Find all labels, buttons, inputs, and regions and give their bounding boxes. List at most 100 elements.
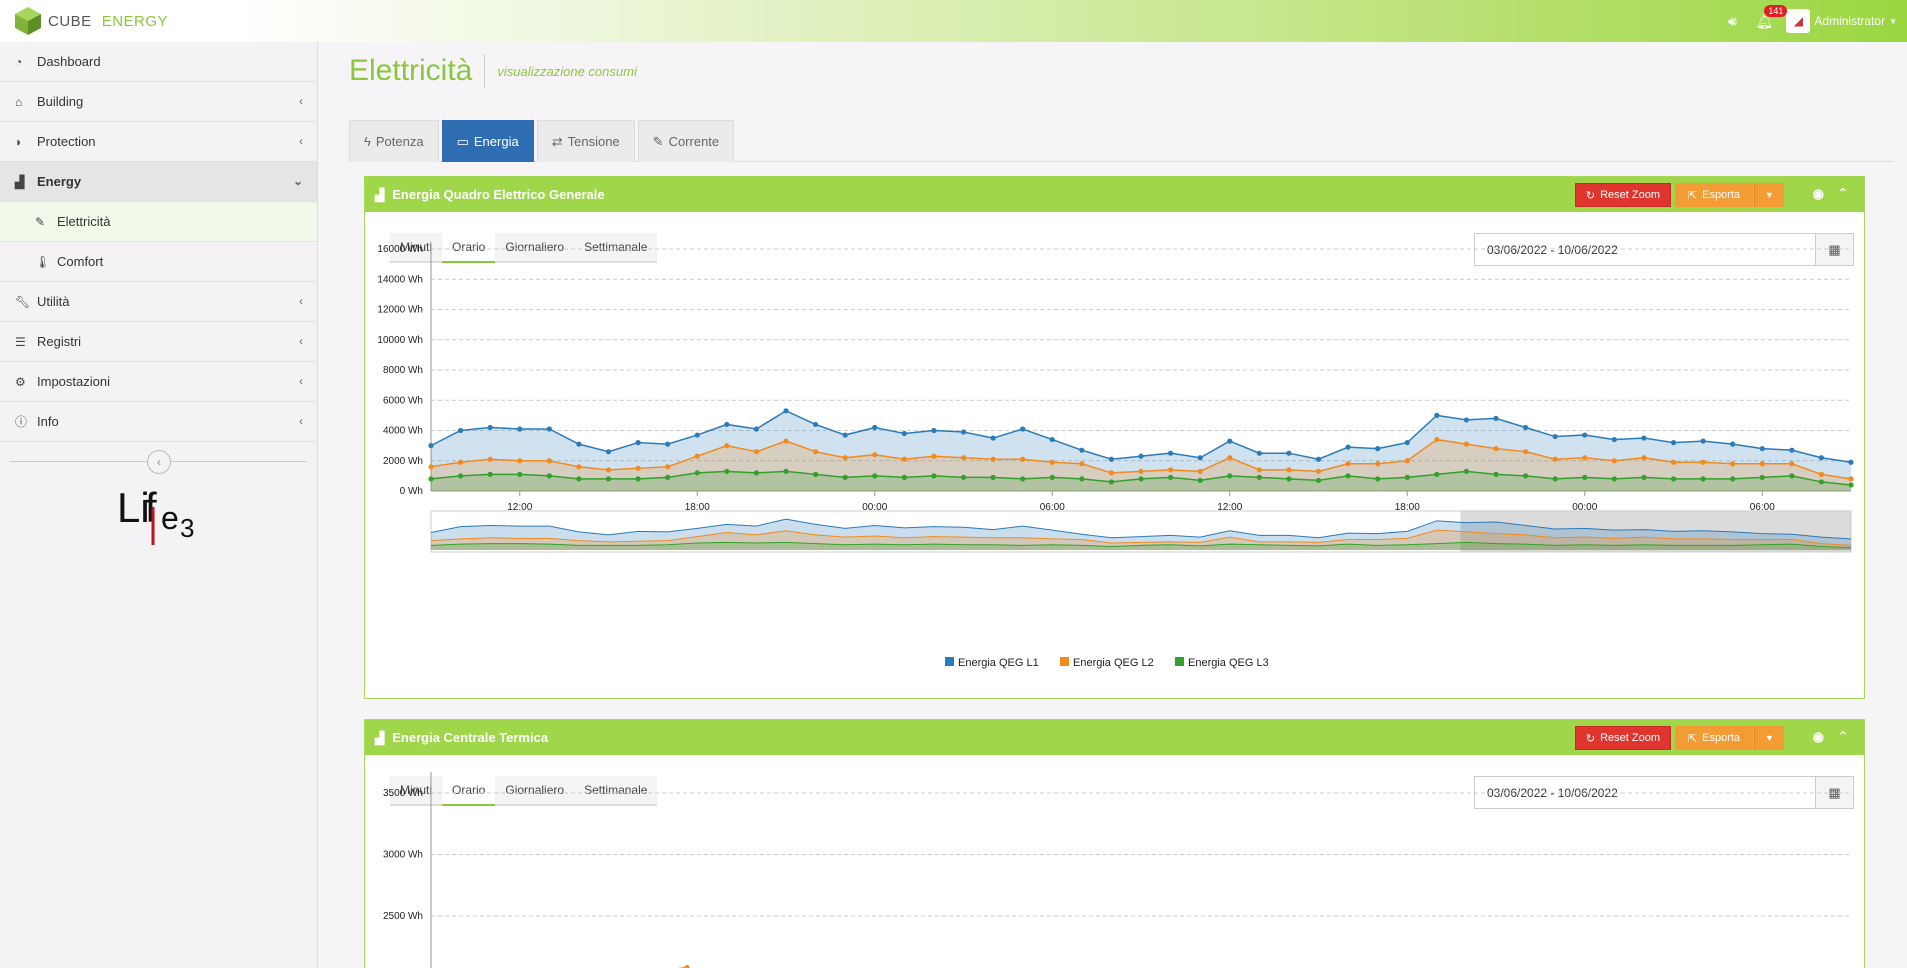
data-point: [1020, 476, 1026, 482]
chevron-left-icon: ‹: [299, 414, 303, 428]
data-point: [1108, 470, 1115, 476]
bar-chart-icon: ▟: [375, 187, 385, 202]
data-point: [1522, 424, 1529, 431]
sidebar-item-elettricita[interactable]: ✎ Elettricità: [0, 202, 317, 242]
data-point: [1522, 449, 1529, 455]
sidebar-item-label: Protection: [37, 134, 96, 149]
sidebar-item-registri[interactable]: ☰ Registri ‹: [0, 322, 317, 362]
sidebar-item-dashboard[interactable]: ◔ Dashboard: [0, 42, 317, 82]
eye-icon[interactable]: ◉: [1812, 186, 1824, 201]
data-point: [1079, 476, 1085, 482]
period-minuti[interactable]: Minuti: [400, 240, 433, 254]
data-point: [753, 426, 760, 432]
data-point: [517, 458, 523, 464]
data-point: [1582, 432, 1588, 438]
y-tick-label: 10000 Wh: [377, 335, 423, 346]
sidebar-item-utilita[interactable]: 🔧︎ Utilità ‹: [0, 282, 317, 322]
bolt-icon: ϟ: [364, 134, 371, 149]
data-point: [1108, 479, 1115, 485]
navigator-line-1: [430, 518, 1852, 540]
sidebar-item-impostazioni[interactable]: ⚙ Impostazioni ‹: [0, 362, 317, 402]
sidebar-item-building[interactable]: ⌂ Building ‹: [0, 82, 317, 122]
page-subtitle: visualizzazione consumi: [497, 63, 637, 79]
period-orario[interactable]: Orario: [442, 233, 496, 263]
x-tick-label: 00:00: [862, 502, 887, 513]
x-tick-label: 18:00: [685, 502, 710, 513]
sidebar-item-info[interactable]: ⓘ Info ‹: [0, 402, 317, 442]
data-point: [1434, 412, 1440, 418]
chevron-left-icon: ‹: [299, 294, 303, 308]
data-point: [960, 474, 967, 480]
panel-header: ▟ Energia Centrale Termica ↻ Reset Zoom …: [365, 720, 1864, 755]
export-dropdown-button[interactable]: ▼: [1754, 183, 1784, 207]
eye-icon[interactable]: ◉: [1812, 729, 1824, 744]
logo-text-f: f: [145, 487, 157, 531]
data-point: [1375, 446, 1381, 452]
plug-icon: ✎: [35, 214, 46, 229]
data-point: [1848, 482, 1854, 488]
y-tick-label: 3500 Wh: [383, 788, 423, 799]
export-label: Esporta: [1702, 732, 1741, 744]
legend-swatch: [945, 657, 954, 666]
data-point: [1197, 477, 1203, 484]
sidebar-item-energy[interactable]: ▟ Energy ⌄: [0, 162, 317, 202]
data-point: [1079, 447, 1085, 453]
period-settimanale[interactable]: Settimanale: [584, 240, 648, 254]
page-header: Elettricità visualizzazione consumi: [349, 54, 637, 88]
navigator-area-3: [431, 542, 1851, 550]
reset-zoom-button[interactable]: ↻ Reset Zoom: [1574, 726, 1671, 750]
data-point: [635, 440, 641, 446]
data-point: [1345, 461, 1351, 467]
data-point: [1730, 461, 1736, 467]
sidebar-item-comfort[interactable]: 🌡︎ Comfort: [0, 242, 317, 282]
brand-name-part1: CUBE: [48, 12, 92, 30]
chevron-up-icon[interactable]: ⌃: [1837, 729, 1848, 743]
data-point: [960, 455, 967, 461]
user-menu[interactable]: ◢ Administrator ▼: [1780, 9, 1907, 33]
tab-energia[interactable]: ▭ Energia: [441, 120, 534, 162]
chevron-up-icon[interactable]: ⌃: [1837, 186, 1848, 200]
export-dropdown-button[interactable]: ▼: [1754, 726, 1784, 750]
data-point: [1167, 467, 1174, 473]
export-button[interactable]: ⇱ Esporta: [1675, 726, 1753, 750]
data-point: [901, 430, 907, 437]
data-point: [457, 459, 464, 465]
data-point: [1197, 455, 1203, 461]
series-area-2: [431, 439, 1851, 491]
y-tick-label: 3000 Wh: [383, 849, 423, 860]
sidebar-item-label: Building: [37, 94, 84, 109]
data-point: [1759, 474, 1765, 480]
volume-icon[interactable]: 🔊︎: [1727, 12, 1737, 29]
data-point: [1345, 473, 1351, 479]
data-point: [487, 471, 493, 477]
data-point: [665, 474, 671, 480]
data-point: [1818, 471, 1825, 477]
data-point: [1108, 456, 1115, 462]
sidebar-collapse-button[interactable]: ‹: [147, 450, 171, 474]
export-button[interactable]: ⇱ Esporta: [1675, 183, 1753, 207]
sidebar-item-protection[interactable]: ◗ Protection ‹: [0, 122, 317, 162]
data-point: [1700, 476, 1706, 482]
period-giornaliero[interactable]: Giornaliero: [505, 783, 565, 797]
sidebar-item-label: Info: [37, 414, 59, 429]
tab-tensione[interactable]: ⇄ Tensione: [536, 120, 635, 162]
energy-qeg-chart[interactable]: 0 Wh 2000 Wh 4000 Wh 6000 Wh 8000 Wh 10000 Wh…: [365, 177, 1866, 700]
panel-energia-qeg: ▟ Energia Quadro Elettrico Generale ↻ Re…: [364, 176, 1865, 699]
brand-logo[interactable]: CUBE ENERGY: [14, 6, 168, 36]
period-giornaliero[interactable]: Giornaliero: [505, 240, 565, 254]
tab-corrente[interactable]: ✎ Corrente: [637, 120, 735, 162]
chevron-left-icon: ‹: [299, 94, 303, 108]
reset-zoom-button[interactable]: ↻ Reset Zoom: [1574, 183, 1671, 207]
notification-bell-icon[interactable]: 🔔︎ 141: [1748, 4, 1788, 30]
data-point: [635, 465, 641, 471]
data-point: [546, 426, 552, 432]
top-navbar: CUBE ENERGY 🔊︎ 🔔︎ 141 ◢ Administrator ▼: [0, 0, 1907, 42]
period-minuti[interactable]: Minuti: [400, 783, 433, 797]
data-point: [457, 427, 464, 434]
refresh-icon: ↻: [1585, 732, 1596, 745]
data-point: [812, 421, 819, 428]
tab-potenza[interactable]: ϟ Potenza: [349, 120, 439, 162]
data-point: [1286, 476, 1292, 482]
data-point: [1493, 415, 1499, 421]
